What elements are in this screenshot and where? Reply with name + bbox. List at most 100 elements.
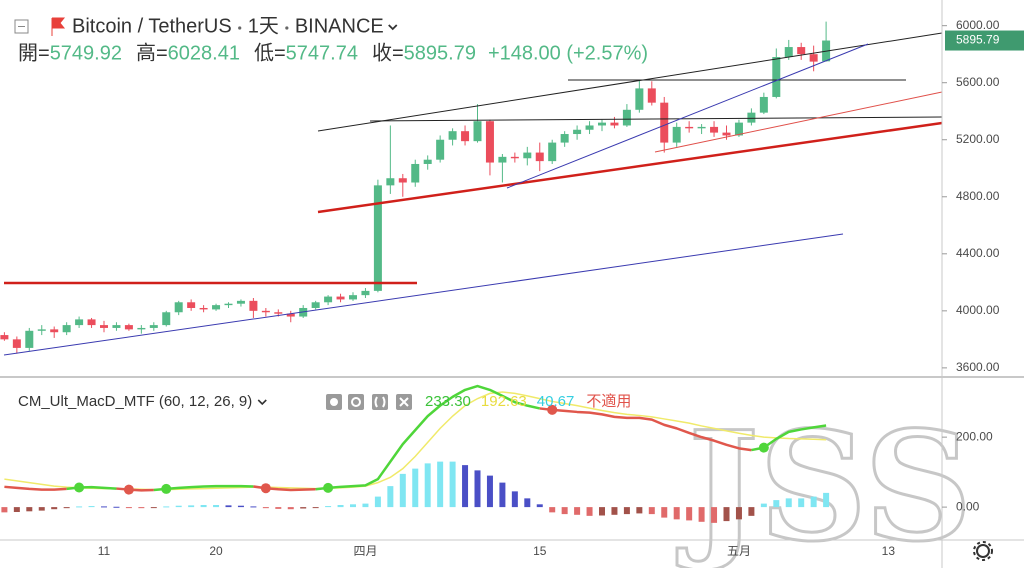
- candle-body: [473, 121, 482, 142]
- histogram-bar: [312, 507, 319, 509]
- na-text: 不適用: [586, 392, 631, 410]
- histogram-bar: [138, 507, 145, 509]
- x-tick-label: 11: [98, 544, 111, 558]
- cross-dot: [123, 484, 134, 495]
- histogram-bar: [623, 507, 630, 515]
- histogram-bar: [287, 507, 294, 510]
- symbol-title: Bitcoin / TetherUS: [72, 15, 232, 37]
- macd-line: [539, 407, 752, 452]
- histogram-bar: [798, 498, 805, 508]
- candle-body: [685, 126, 694, 129]
- flag-icon: [51, 17, 66, 36]
- x-tick-label: 13: [882, 544, 896, 558]
- histogram-bar: [213, 505, 220, 508]
- histogram-bar: [462, 465, 469, 508]
- histogram-bar: [374, 496, 381, 508]
- histogram-bar: [101, 506, 107, 508]
- histogram-bar: [300, 507, 307, 509]
- histogram-bar: [76, 506, 83, 508]
- x-tick-label: 20: [209, 544, 223, 558]
- candle-body: [573, 129, 582, 135]
- histogram-bar: [424, 463, 431, 508]
- separator-dot: [285, 26, 289, 30]
- exchange: BINANCE: [295, 15, 384, 37]
- candle-body: [25, 330, 34, 348]
- candle-body: [759, 96, 768, 113]
- candle-body: [423, 159, 432, 164]
- candle-body: [286, 313, 295, 317]
- candle-body: [411, 163, 420, 183]
- histogram-bar: [698, 507, 705, 522]
- candle-body: [448, 131, 457, 140]
- candle-body: [62, 325, 71, 333]
- histogram-bar: [673, 507, 680, 520]
- trend-line: [369, 116, 943, 122]
- collapse-icon[interactable]: [14, 19, 29, 34]
- histogram-bar: [748, 507, 755, 516]
- high-value: 6028.41: [168, 42, 240, 64]
- trend-line: [317, 121, 943, 214]
- candle-body: [37, 329, 46, 331]
- candle-body: [199, 307, 208, 310]
- separator-dot: [238, 26, 242, 30]
- trend-line: [317, 32, 943, 132]
- braces-icon: [374, 396, 386, 408]
- histogram-bar: [150, 507, 157, 509]
- histogram-bar: [387, 486, 394, 508]
- open-value: 5749.92: [50, 42, 122, 64]
- x-tick-label: 五月: [727, 544, 751, 558]
- histogram-bar: [125, 507, 132, 509]
- histogram-bar: [350, 504, 356, 508]
- histogram-bar: [574, 507, 581, 515]
- y-tick-label: 200.00: [956, 429, 993, 443]
- histogram-bar: [661, 507, 668, 518]
- histogram-bar: [250, 506, 257, 508]
- open-label: 開=: [18, 42, 50, 64]
- candle-body: [311, 302, 320, 308]
- histogram-bar: [38, 507, 45, 511]
- histogram-bar: [51, 507, 58, 510]
- macd-line: [315, 384, 541, 491]
- candle-body: [797, 47, 806, 55]
- dropdown-chevron: [388, 24, 398, 31]
- y-tick-label: 5600.00: [956, 75, 1000, 89]
- histogram-bar: [499, 482, 506, 508]
- histogram-bar: [1, 507, 8, 513]
- histogram-bar: [113, 506, 120, 508]
- candle-body: [386, 178, 395, 186]
- candle-body: [485, 121, 494, 163]
- settings-gear[interactable]: [973, 541, 993, 561]
- histogram-bar: [611, 507, 618, 515]
- histogram-bar: [785, 498, 792, 508]
- candle-body: [647, 88, 656, 103]
- histogram-bar: [325, 506, 332, 508]
- y-tick-label: 3600.00: [956, 360, 1000, 374]
- eye-icon: [330, 398, 338, 406]
- x-icon: [399, 397, 409, 407]
- source-button[interactable]: [372, 394, 388, 410]
- candle-body: [598, 122, 606, 126]
- settings-button[interactable]: [348, 394, 364, 410]
- candle-body: [212, 305, 221, 310]
- candle-body: [0, 335, 9, 340]
- histogram-bar: [412, 468, 419, 508]
- interval: 1天: [248, 15, 279, 37]
- histogram-bar: [648, 507, 655, 515]
- histogram-bar: [723, 507, 730, 522]
- histogram-bar: [773, 500, 780, 508]
- histogram-bar: [13, 507, 20, 513]
- candle-body: [124, 325, 133, 330]
- candle-body: [75, 319, 84, 326]
- candle-body: [174, 302, 183, 313]
- histogram-bar: [549, 507, 556, 513]
- candle-body: [361, 290, 370, 296]
- candle-body: [635, 88, 644, 110]
- trend-line: [506, 43, 869, 189]
- candle-body: [162, 312, 171, 326]
- histogram-bar: [711, 507, 718, 523]
- low-value: 5747.74: [286, 42, 358, 64]
- candle-body: [548, 142, 557, 162]
- candle-body: [523, 152, 532, 159]
- histogram-bar: [735, 507, 742, 520]
